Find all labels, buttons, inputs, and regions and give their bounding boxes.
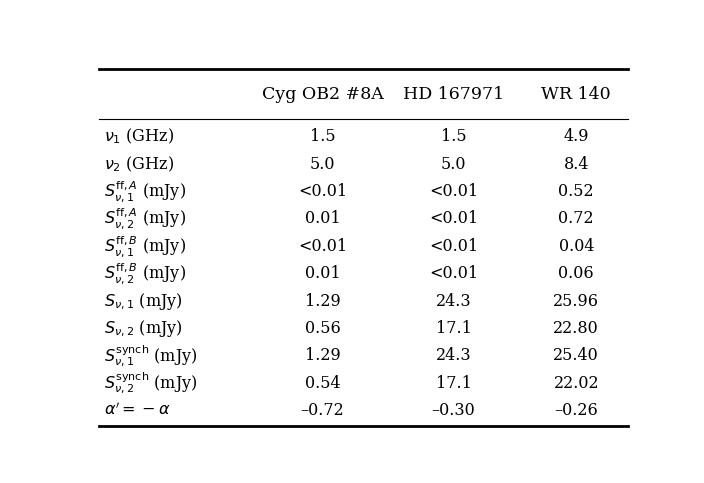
Text: 1.5: 1.5 [310, 128, 335, 145]
Text: $\alpha^{\prime} = -\alpha$: $\alpha^{\prime} = -\alpha$ [104, 402, 171, 419]
Text: 0.01: 0.01 [305, 265, 341, 282]
Text: <0.01: <0.01 [429, 265, 478, 282]
Text: 8.4: 8.4 [564, 156, 589, 172]
Text: $S^{\mathrm{ff},A}_{\nu,2}$ (mJy): $S^{\mathrm{ff},A}_{\nu,2}$ (mJy) [104, 207, 187, 231]
Text: 17.1: 17.1 [436, 320, 472, 337]
Text: WR 140: WR 140 [541, 85, 611, 103]
Text: 1.29: 1.29 [305, 347, 341, 364]
Text: 25.96: 25.96 [553, 293, 599, 310]
Text: $\nu_2$ (GHz): $\nu_2$ (GHz) [104, 155, 175, 174]
Text: 5.0: 5.0 [441, 156, 466, 172]
Text: $S_{\nu,1}$ (mJy): $S_{\nu,1}$ (mJy) [104, 291, 183, 312]
Text: $S^{\mathrm{ff},B}_{\nu,2}$ (mJy): $S^{\mathrm{ff},B}_{\nu,2}$ (mJy) [104, 261, 187, 286]
Text: –0.72: –0.72 [301, 402, 344, 419]
Text: <0.01: <0.01 [429, 238, 478, 255]
Text: Cyg OB2 #8A: Cyg OB2 #8A [262, 85, 384, 103]
Text: $S_{\nu,2}$ (mJy): $S_{\nu,2}$ (mJy) [104, 318, 183, 339]
Text: 1.5: 1.5 [441, 128, 466, 145]
Text: <0.01: <0.01 [298, 238, 347, 255]
Text: 22.02: 22.02 [553, 375, 599, 392]
Text: <0.01: <0.01 [298, 183, 347, 200]
Text: $S^{\mathrm{ff},A}_{\nu,1}$ (mJy): $S^{\mathrm{ff},A}_{\nu,1}$ (mJy) [104, 179, 187, 204]
Text: 0.06: 0.06 [558, 265, 594, 282]
Text: 24.3: 24.3 [436, 293, 472, 310]
Text: –0.26: –0.26 [555, 402, 598, 419]
Text: 22.80: 22.80 [553, 320, 599, 337]
Text: 0.54: 0.54 [305, 375, 341, 392]
Text: $S^{\mathrm{synch}}_{\nu,1}$ (mJy): $S^{\mathrm{synch}}_{\nu,1}$ (mJy) [104, 343, 198, 369]
Text: 4.9: 4.9 [564, 128, 589, 145]
Text: 0.52: 0.52 [558, 183, 594, 200]
Text: HD 167971: HD 167971 [403, 85, 504, 103]
Text: $\nu_1$ (GHz): $\nu_1$ (GHz) [104, 127, 175, 146]
Text: –0.30: –0.30 [432, 402, 475, 419]
Text: 1.29: 1.29 [305, 293, 341, 310]
Text: 17.1: 17.1 [436, 375, 472, 392]
Text: 25.40: 25.40 [553, 347, 599, 364]
Text: <0.01: <0.01 [429, 211, 478, 227]
Text: $S^{\mathrm{ff},B}_{\nu,1}$ (mJy): $S^{\mathrm{ff},B}_{\nu,1}$ (mJy) [104, 234, 187, 259]
Text: 0.72: 0.72 [558, 211, 594, 227]
Text: 24.3: 24.3 [436, 347, 472, 364]
Text: 5.0: 5.0 [310, 156, 335, 172]
Text: 0.04: 0.04 [558, 238, 594, 255]
Text: <0.01: <0.01 [429, 183, 478, 200]
Text: 0.01: 0.01 [305, 211, 341, 227]
Text: $S^{\mathrm{synch}}_{\nu,2}$ (mJy): $S^{\mathrm{synch}}_{\nu,2}$ (mJy) [104, 370, 198, 396]
Text: 0.56: 0.56 [305, 320, 341, 337]
